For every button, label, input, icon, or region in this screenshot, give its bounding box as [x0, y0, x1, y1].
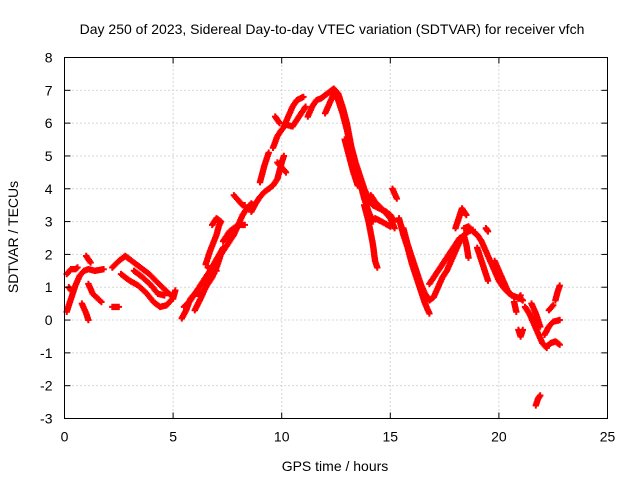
gridlines [64, 57, 608, 419]
x-tick-label: 5 [169, 429, 177, 445]
series-track-tr48 [541, 316, 563, 338]
plot-frame [64, 57, 608, 419]
x-axis-label: GPS time / hours [282, 458, 389, 474]
x-tick-label: 20 [491, 429, 507, 445]
series-track-tr15 [202, 215, 225, 268]
data-series [63, 85, 563, 409]
y-tick-label: -3 [40, 411, 53, 427]
y-tick-label: 7 [45, 82, 53, 98]
y-tick-label: -1 [40, 345, 53, 361]
series-track-tr41 [515, 292, 524, 302]
axis-ticks [64, 57, 608, 419]
x-tick-labels: 0 5 10 15 20 25 [61, 429, 616, 445]
series-track-tr19 [248, 152, 288, 215]
series-track-tr5 [83, 252, 94, 266]
series-track-tr20 [256, 149, 272, 186]
series-track-tr29 [367, 192, 398, 232]
y-tick-label: 1 [45, 279, 53, 295]
series-track-tr9 [117, 270, 175, 311]
series-track-tr8 [109, 252, 175, 299]
series-track-tr17 [219, 221, 248, 245]
series-track-tr43 [521, 303, 550, 352]
series-track-tr18 [230, 192, 248, 209]
x-tick-label: 10 [274, 429, 290, 445]
y-tick-label: 2 [45, 246, 53, 262]
y-tick-label: 5 [45, 148, 53, 164]
series-track-tr1 [63, 264, 81, 278]
series-track-tr27 [341, 136, 361, 189]
series-track-tr34 [426, 233, 472, 288]
series-track-tr11 [169, 287, 179, 302]
y-tick-label: 4 [45, 181, 53, 197]
series-track-tr28 [361, 202, 381, 271]
x-tick-label: 0 [61, 429, 69, 445]
series-track-tr16 [204, 264, 220, 274]
series-track-tr10 [130, 267, 168, 299]
y-tick-labels: -3 -2 -1 0 1 2 3 4 5 6 7 8 [40, 50, 53, 427]
y-tick-label: 0 [45, 312, 53, 328]
series-track-tr42 [515, 326, 526, 340]
series-track-tr13 [180, 244, 227, 311]
series-track-tr23 [274, 159, 290, 176]
y-tick-label: 8 [45, 50, 53, 66]
series-track-tr24 [272, 113, 283, 127]
y-tick-label: -2 [40, 378, 53, 394]
series-track-tr22 [280, 93, 307, 130]
x-tick-label: 15 [383, 429, 399, 445]
series-track-tr46 [543, 338, 563, 350]
series-track-tr35 [452, 205, 470, 232]
chart-title: Day 250 of 2023, Sidereal Day-to-day VTE… [80, 21, 585, 37]
series-track-tr49 [552, 282, 563, 304]
series-track-tr30 [371, 215, 394, 230]
series-track-tr4 [78, 300, 92, 324]
series-track-tr6 [85, 280, 105, 306]
x-tick-label: 25 [600, 429, 616, 445]
y-tick-label: 3 [45, 214, 53, 230]
series-track-tr39 [491, 257, 516, 299]
series-track-tr31 [389, 185, 400, 202]
series-track-tr44 [528, 300, 544, 330]
series-track-tr47 [545, 302, 557, 314]
y-tick-label: 6 [45, 115, 53, 131]
series-track-tr45 [532, 392, 544, 409]
series-track-tr7 [109, 303, 122, 311]
series-track-tr38 [474, 244, 492, 284]
series-track-tr40 [510, 298, 520, 315]
series-track-tr14 [191, 274, 212, 314]
y-axis-label: SDTVAR / TECUs [5, 181, 21, 293]
series-track-tr37 [482, 225, 492, 235]
